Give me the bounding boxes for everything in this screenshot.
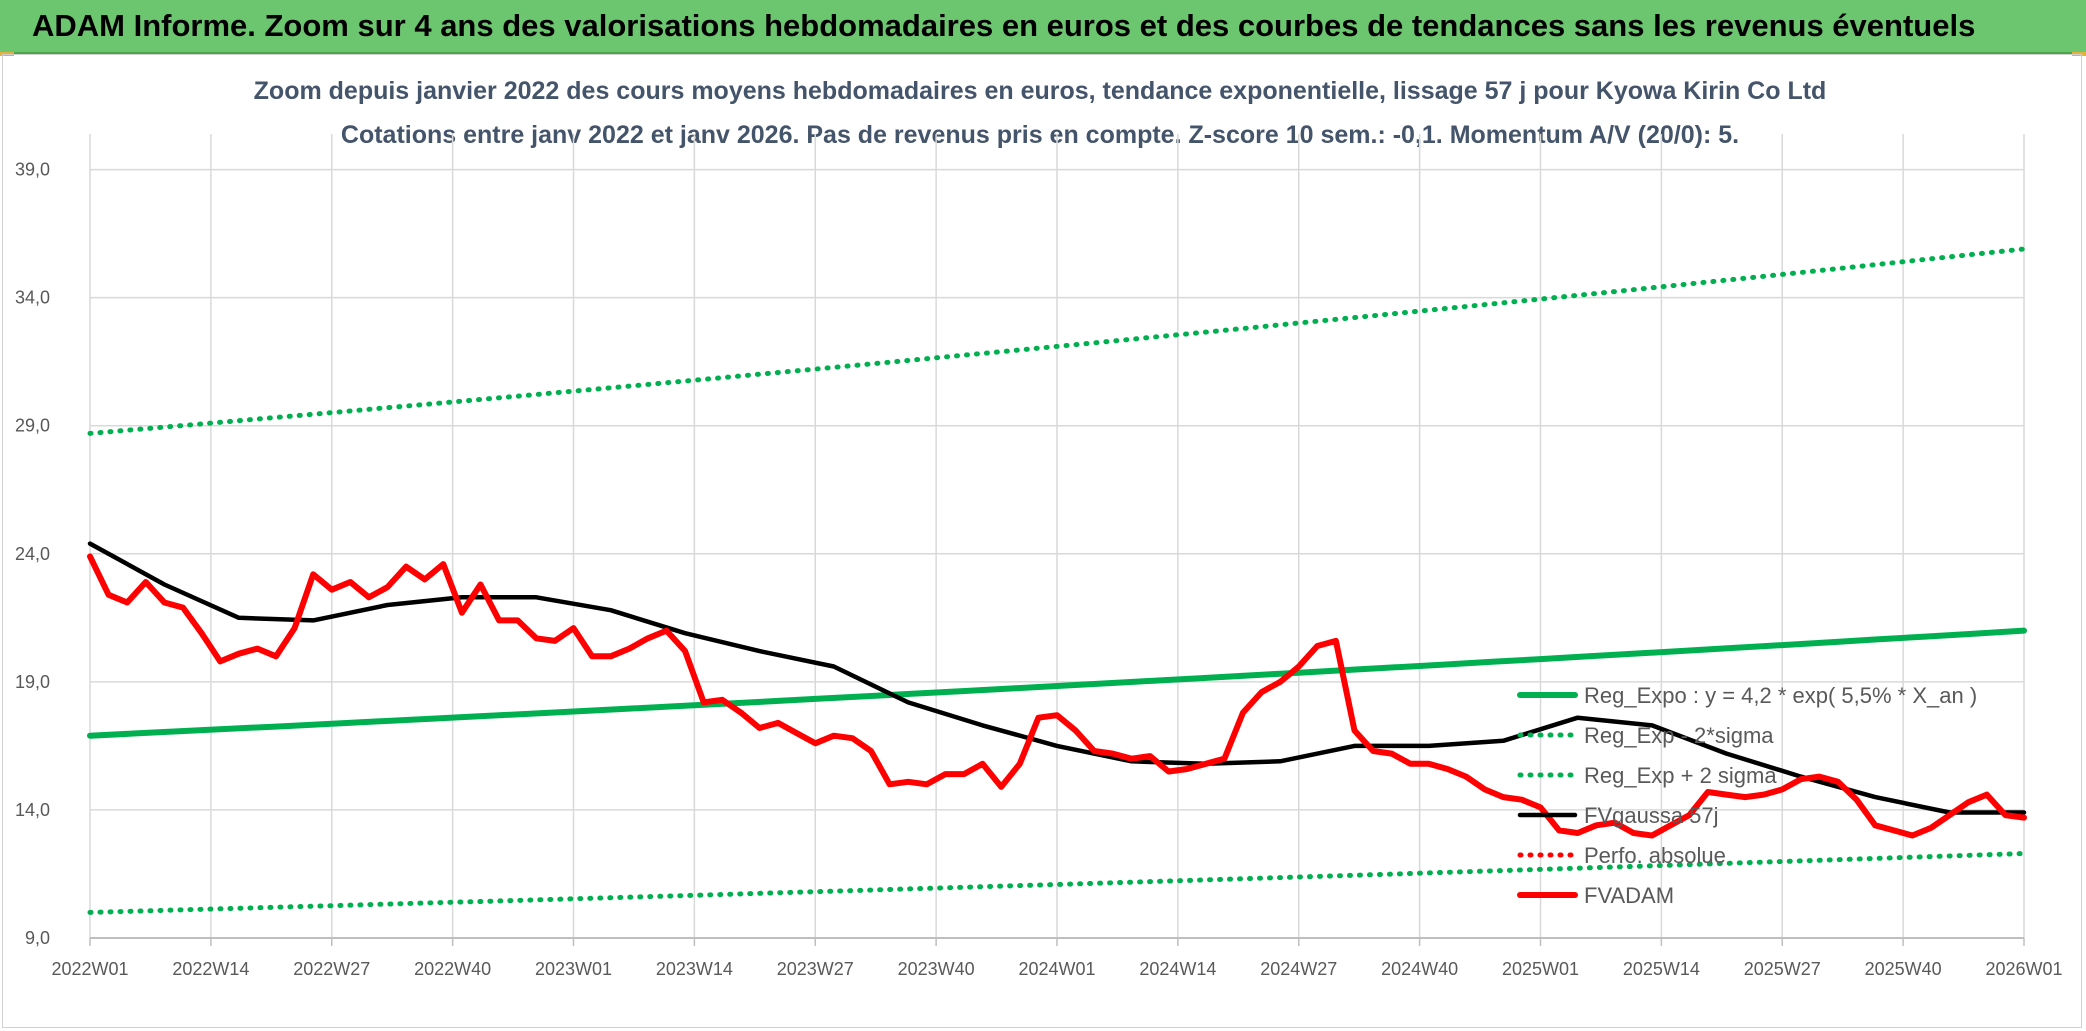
y-tick-label: 24,0 (15, 544, 50, 564)
legend-label: FVADAM (1584, 883, 1674, 908)
legend: Reg_Expo : y = 4,2 * exp( 5,5% * X_an ) R… (1517, 683, 1977, 908)
report-banner: ADAM Informe. Zoom sur 4 ans des valoris… (0, 0, 2086, 54)
series-line-1 (87, 851, 2027, 915)
chart-title: Zoom depuis janvier 2022 des cours moyen… (254, 77, 1827, 105)
x-tick-label: 2024W14 (1139, 959, 1216, 979)
legend-label: Perfo. absolue (1584, 843, 1726, 868)
series-line-2 (87, 246, 2027, 436)
chart-subtitle: Cotations entre janv 2022 et janv 2026. … (341, 121, 1739, 149)
x-tick-label: 2022W40 (414, 959, 491, 979)
y-tick-label: 29,0 (15, 416, 50, 436)
x-tick-label: 2023W27 (777, 959, 854, 979)
y-axis-ticks: 9,0 14,0 19,0 24,0 29,0 34,0 39,0 (15, 160, 50, 948)
x-tick-label: 2025W01 (1502, 959, 1579, 979)
x-tick-label: 2022W14 (172, 959, 249, 979)
x-tick-label: 2025W40 (1865, 959, 1942, 979)
legend-label: Reg_Exp + 2 sigma (1584, 763, 1777, 788)
series-line-0 (87, 627, 2027, 739)
x-tick-label: 2022W27 (293, 959, 370, 979)
y-tick-label: 19,0 (15, 672, 50, 692)
x-tick-label: 2026W01 (1985, 959, 2062, 979)
y-tick-label: 39,0 (15, 160, 50, 180)
y-tick-label: 9,0 (25, 928, 50, 948)
banner-title: ADAM Informe. Zoom sur 4 ans des valoris… (32, 8, 1976, 43)
legend-label: Reg_Expo : y = 4,2 * exp( 5,5% * X_an ) (1584, 683, 1977, 708)
series-line-5 (87, 553, 2027, 839)
x-tick-label: 2023W14 (656, 959, 733, 979)
x-tick-label: 2024W40 (1381, 959, 1458, 979)
grid-lines (89, 134, 2025, 946)
series-line-3 (87, 541, 2027, 815)
x-tick-label: 2024W01 (1018, 959, 1095, 979)
chart-frame (2, 54, 2082, 1028)
x-axis-ticks: 2022W01 2022W14 2022W27 2022W40 2023W01 2023W… (51, 959, 2062, 979)
x-tick-label: 2025W14 (1623, 959, 1700, 979)
x-tick-label: 2025W27 (1744, 959, 1821, 979)
x-tick-label: 2023W40 (898, 959, 975, 979)
x-tick-label: 2024W27 (1260, 959, 1337, 979)
x-tick-label: 2023W01 (535, 959, 612, 979)
legend-label: FVgaussa 57j (1584, 803, 1719, 828)
series-lines (87, 246, 2027, 915)
y-tick-label: 14,0 (15, 800, 50, 820)
x-tick-label: 2022W01 (51, 959, 128, 979)
y-tick-label: 34,0 (15, 288, 50, 308)
legend-label: Reg_Exp - 2*sigma (1584, 723, 1774, 748)
trend-chart: Zoom depuis janvier 2022 des cours moyen… (15, 77, 2063, 979)
